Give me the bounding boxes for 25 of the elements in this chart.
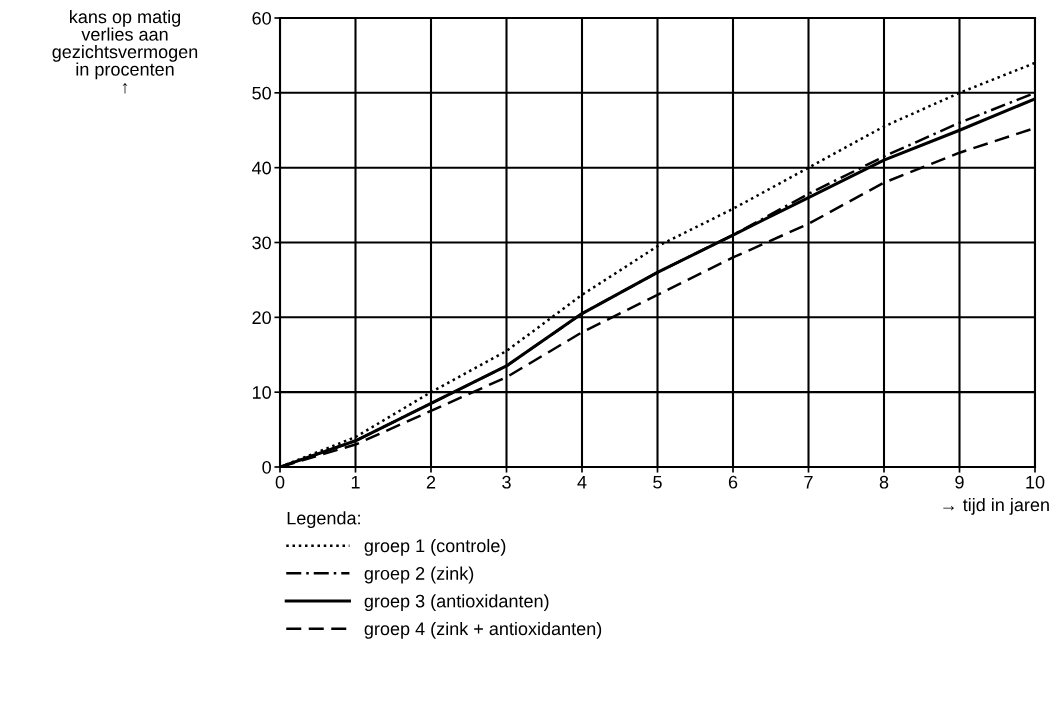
x-tick-label: 3 [502,475,511,489]
y-tick-label: 0 [262,460,271,474]
x-tick-label: 5 [653,476,662,489]
legend-label: groep 3 (antioxidanten) [364,594,549,612]
x-tick-label: 6 [728,475,738,489]
y-tick-label: 60 [252,11,271,25]
x-tick-label: 10 [1026,475,1045,489]
y-tick-label: 50 [252,86,271,100]
x-tick-label: 4 [577,476,587,489]
x-tick-label: 1 [351,476,360,489]
x-tick-label: 8 [879,475,889,489]
y-tick-label: 20 [252,311,271,325]
x-axis-title: → tijd in jaren [943,498,1049,515]
x-tick-label: 0 [275,475,285,489]
y-axis-title: kans op matig verlies aan gezichtsvermogen in procenten ↑ [52,10,198,94]
y-tick-label: 30 [252,236,271,250]
legend-label: groep 4 (zink + antioxidanten) [364,621,602,639]
y-tick-label: 10 [252,386,271,399]
legend-label: groep 2 (zink) [364,566,474,584]
x-tick-label: 7 [804,476,813,489]
legend-title: Legenda: [287,511,360,529]
x-tick-label: 9 [955,475,964,489]
legend-label: groep 1 (controle) [364,538,506,556]
x-tick-label: 2 [426,475,436,489]
y-tick-label: 40 [252,161,271,175]
